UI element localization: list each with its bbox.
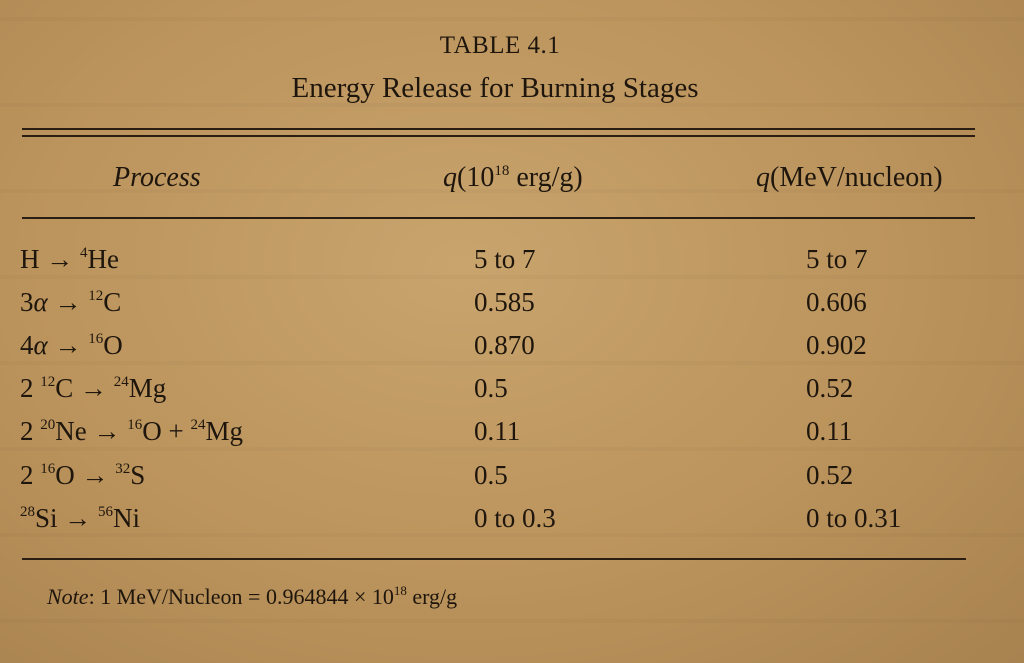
- cell-process: 2 12C → 24Mg: [20, 373, 166, 404]
- process-text: 3α →: [20, 287, 89, 317]
- isotope-mass-number: 16: [40, 461, 56, 477]
- cell-q-mev: 0 to 0.31: [806, 503, 902, 533]
- header-rule: [22, 217, 975, 219]
- note-sup: 18: [393, 583, 407, 598]
- process-text: H →: [20, 244, 80, 274]
- process-text: Si →: [35, 503, 99, 533]
- header-q-mev: q(MeV/nucleon): [756, 162, 943, 194]
- header-q-erg-sup: 18: [494, 163, 510, 179]
- header-process: Process: [113, 162, 201, 193]
- isotope-mass-number: 32: [115, 461, 131, 477]
- table-title: Energy Release for Burning Stages: [291, 72, 699, 104]
- process-text: 4α →: [20, 330, 89, 360]
- cell-q-mev: 0.11: [806, 416, 853, 446]
- bottom-rule: [22, 558, 966, 560]
- header-q-erg: q(1018 erg/g): [443, 162, 583, 194]
- process-text: Mg: [205, 416, 243, 446]
- isotope-mass-number: 16: [127, 417, 143, 433]
- table-label: TABLE 4.1: [439, 32, 561, 59]
- isotope-mass-number: 24: [113, 374, 129, 390]
- process-text: O: [103, 330, 123, 360]
- cell-q-erg: 0.585: [474, 287, 535, 317]
- cell-q-mev: 0.52: [806, 460, 854, 490]
- cell-process: 4α → 16O: [20, 330, 123, 361]
- note-text-post: erg/g: [406, 584, 458, 609]
- cell-q-erg: 0 to 0.3: [474, 503, 556, 533]
- process-text: 2: [20, 373, 41, 403]
- cell-q-mev: 0.52: [806, 373, 854, 403]
- header-q-erg-pre: (10: [457, 162, 495, 193]
- isotope-mass-number: 56: [98, 504, 114, 520]
- process-text: 2: [20, 416, 41, 446]
- cell-process: 28Si → 56Ni: [20, 503, 140, 534]
- cell-q-mev: 5 to 7: [806, 244, 868, 274]
- process-text: 2: [20, 460, 41, 490]
- isotope-mass-number: 12: [40, 374, 56, 390]
- process-text: S: [130, 460, 146, 490]
- cell-q-erg: 5 to 7: [474, 244, 536, 274]
- top-double-rule-upper: [22, 128, 975, 130]
- header-q-erg-post: erg/g): [509, 162, 583, 193]
- cell-q-erg: 0.5: [474, 460, 508, 490]
- process-text: Ni: [113, 503, 141, 533]
- q-symbol: q: [756, 162, 770, 193]
- isotope-mass-number: 4: [80, 245, 88, 261]
- q-symbol: q: [443, 162, 457, 193]
- cell-process: 3α → 12C: [20, 287, 121, 318]
- isotope-mass-number: 24: [190, 417, 206, 433]
- process-text: Ne →: [55, 416, 128, 446]
- cell-q-erg: 0.870: [474, 330, 535, 360]
- isotope-mass-number: 16: [88, 331, 104, 347]
- cell-q-mev: 0.606: [806, 287, 867, 317]
- process-text: C: [103, 287, 122, 317]
- process-text: O →: [55, 460, 116, 490]
- table-note: Note: 1 MeV/Nucleon = 0.964844 × 1018 er…: [47, 584, 457, 610]
- cell-q-mev: 0.902: [806, 330, 867, 360]
- cell-process: 2 20Ne → 16O + 24Mg: [20, 416, 243, 447]
- process-text: Mg: [128, 373, 167, 403]
- header-q-mev-rest: (MeV/nucleon): [770, 162, 943, 193]
- isotope-mass-number: 28: [20, 504, 35, 520]
- process-text: O +: [142, 416, 191, 446]
- note-text: : 1 MeV/Nucleon = 0.964844 × 10: [88, 584, 394, 609]
- isotope-mass-number: 20: [40, 417, 56, 433]
- isotope-mass-number: 12: [88, 288, 104, 304]
- top-double-rule-lower: [22, 135, 975, 137]
- process-text: He: [87, 244, 119, 274]
- cell-q-erg: 0.5: [474, 373, 508, 403]
- process-text: C →: [55, 373, 114, 403]
- cell-process: 2 16O → 32S: [20, 460, 145, 491]
- cell-process: H → 4He: [20, 244, 119, 275]
- cell-q-erg: 0.11: [474, 416, 521, 446]
- note-label: Note: [47, 584, 89, 609]
